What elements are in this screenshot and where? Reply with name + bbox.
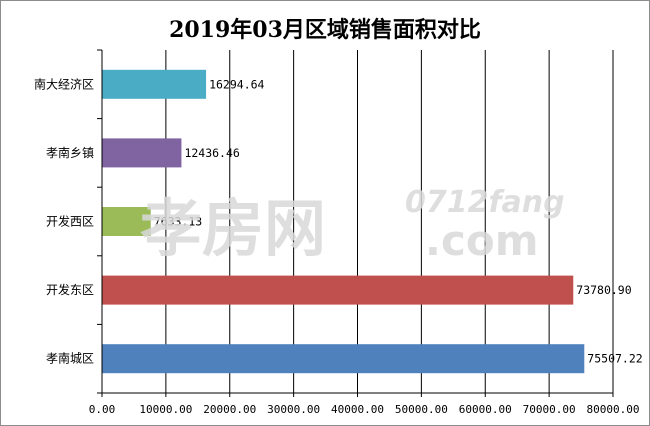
watermark-site: 0712fang	[405, 185, 565, 220]
bar	[102, 275, 574, 305]
data-label: 73780.90	[576, 283, 631, 297]
x-tick-label: 30000.00	[267, 403, 320, 416]
x-tick-label: 70000.00	[523, 403, 576, 416]
bar	[102, 69, 207, 99]
category-label: 孝南乡镇	[46, 145, 94, 160]
bar	[102, 138, 182, 168]
x-tick-label: 60000.00	[459, 403, 512, 416]
chart-title: 2019年03月区域销售面积对比	[169, 17, 481, 43]
watermark: 孝房网 0712fang .com	[140, 185, 565, 265]
watermark-domain: .com	[425, 216, 538, 265]
category-label: 开发东区	[46, 282, 94, 297]
gridlines	[165, 50, 614, 393]
category-label: 孝南城区	[46, 351, 94, 366]
x-tick-label: 10000.00	[139, 403, 192, 416]
x-tick-label: 0.00	[89, 403, 116, 416]
x-tick-label: 80000.00	[587, 403, 640, 416]
data-label: 7633.13	[154, 215, 203, 229]
data-label: 12436.46	[184, 146, 239, 160]
category-label: 开发西区	[46, 214, 94, 229]
category-label: 南大经济区	[34, 76, 94, 91]
data-label: 75507.22	[587, 352, 642, 366]
x-tick-label: 40000.00	[331, 403, 384, 416]
bar	[102, 344, 585, 374]
x-tick-label: 50000.00	[395, 403, 448, 416]
x-tick-label: 20000.00	[203, 403, 256, 416]
bar	[102, 207, 151, 236]
data-label: 16294.64	[209, 77, 264, 91]
bars: 16294.64 12436.46 7633.13 73780.90 75507.22	[102, 69, 643, 374]
watermark-brand: 孝房网	[140, 192, 326, 265]
